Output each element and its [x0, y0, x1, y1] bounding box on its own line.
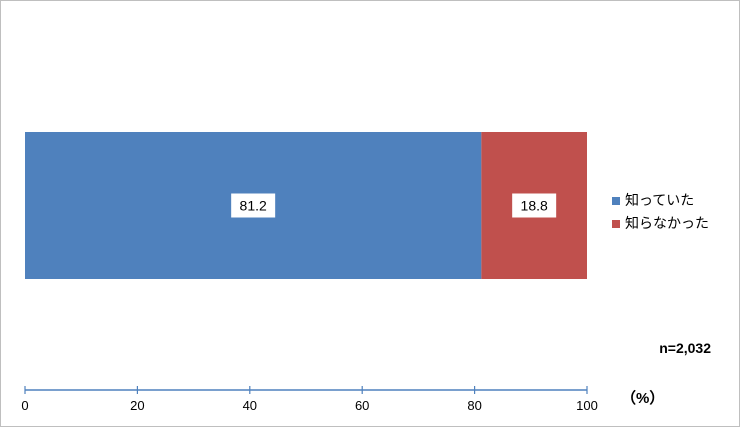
bar-group	[25, 132, 587, 279]
legend-label-1: 知っていた	[625, 192, 694, 208]
legend-swatch-2	[612, 220, 620, 228]
sample-size-label: n=2,032	[659, 340, 711, 356]
x-tick-label-3: 60	[355, 398, 369, 413]
data-label-2: 18.8	[521, 198, 548, 214]
x-tick-label-1: 20	[130, 398, 144, 413]
x-tick-label-2: 40	[243, 398, 257, 413]
x-tick-label-0: 0	[21, 398, 28, 413]
x-tick-label-4: 80	[467, 398, 481, 413]
data-label-group: 81.2 18.8	[231, 193, 557, 218]
data-label-box-2	[512, 193, 557, 218]
legend-label-2: 知らなかった	[625, 215, 709, 231]
x-axis-ticks: 0 20 40 60 80 100	[21, 386, 598, 413]
x-tick-label-5: 100	[576, 398, 598, 413]
data-label-box-1	[231, 193, 276, 218]
legend-swatch-1	[612, 197, 620, 205]
data-label-1: 81.2	[240, 198, 267, 214]
x-axis-unit-label: （%）	[621, 389, 664, 407]
x-axis: 0 20 40 60 80 100	[21, 386, 598, 413]
